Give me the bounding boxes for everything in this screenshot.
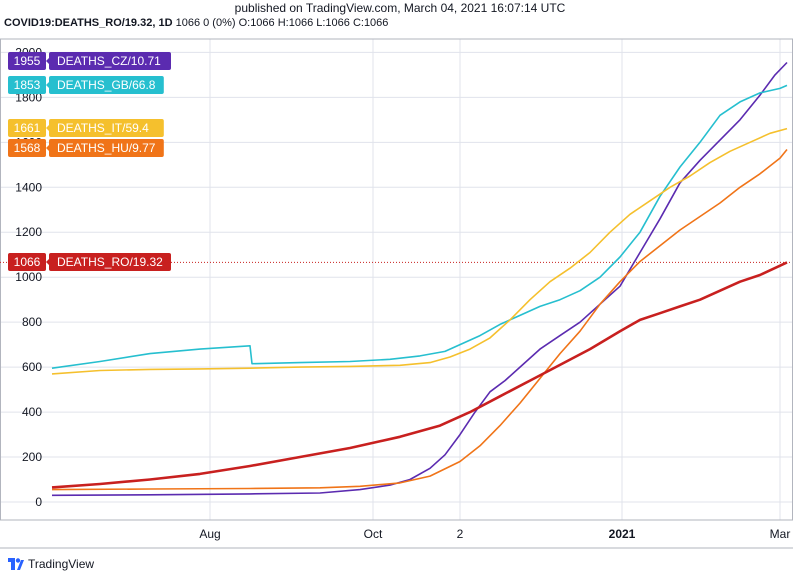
series-labels: 1955 DEATHS_CZ/10.71 1853 DEATHS_GB/66.8 166… (8, 52, 171, 271)
y-tick-label: 1000 (15, 270, 42, 284)
value-badge-text: 1661 (14, 121, 41, 135)
name-badge-arrow (46, 145, 49, 151)
x-tick-label: Mar (770, 527, 791, 541)
series-line-ro (51, 261, 788, 489)
name-badge-text: DEATHS_RO/19.32 (57, 255, 163, 269)
name-badge-arrow (46, 125, 49, 131)
value-badge-text: 1955 (14, 54, 41, 68)
series-line-gb (51, 84, 788, 369)
value-badge (8, 139, 46, 157)
published-caption: published on TradingView.com, March 04, … (234, 1, 566, 15)
series-line-hu (51, 148, 788, 491)
tradingview-footer[interactable]: TradingView (8, 557, 94, 571)
ticker-symbol: COVID19:DEATHS_RO/19.32, 1D (4, 17, 173, 29)
value-badge (8, 253, 46, 271)
x-tick-label: 2021 (609, 527, 636, 541)
name-badge-text: DEATHS_HU/9.77 (57, 141, 156, 155)
series-line-cz (51, 61, 788, 497)
x-tick-label: Oct (364, 527, 383, 541)
y-tick-label: 0 (35, 495, 42, 509)
y-tick-label: 1400 (15, 180, 42, 194)
y-tick-label: 1200 (15, 225, 42, 239)
y-tick-label: 600 (22, 360, 42, 374)
series-line-it (51, 127, 788, 375)
x-axis: Aug Oct 2 2021 Mar (199, 527, 790, 541)
value-badge (8, 52, 46, 70)
name-badge (49, 119, 164, 137)
tradingview-logo-icon (8, 558, 24, 570)
plot-border (0, 38, 793, 521)
name-badge-arrow (46, 259, 49, 265)
name-badge-arrow (46, 58, 49, 64)
value-badge-text: 1853 (14, 78, 41, 92)
series-label-ro: 1066 DEATHS_RO/19.32 (8, 253, 171, 271)
ticker-line: COVID19:DEATHS_RO/19.32, 1D 1066 0 (0%) … (4, 17, 388, 29)
value-badge (8, 119, 46, 137)
y-tick-label: 200 (22, 450, 42, 464)
name-badge-text: DEATHS_CZ/10.71 (57, 54, 161, 68)
series-label-cz: 1955 DEATHS_CZ/10.71 (8, 52, 171, 70)
grid (0, 39, 792, 520)
name-badge (49, 52, 171, 70)
tradingview-brand: TradingView (28, 557, 95, 571)
ticker-ohlc: 1066 0 (0%) O:1066 H:1066 L:1066 C:1066 (175, 17, 389, 29)
name-badge (49, 139, 164, 157)
value-badge-text: 1568 (14, 141, 41, 155)
chart-frame (0, 38, 793, 549)
value-badge (8, 76, 46, 94)
y-tick-label: 400 (22, 405, 42, 419)
series-label-hu: 1568 DEATHS_HU/9.77 (8, 139, 164, 157)
x-tick-label: Aug (199, 527, 220, 541)
name-badge (49, 253, 171, 271)
series-label-it: 1661 DEATHS_IT/59.4 (8, 119, 164, 137)
name-badge-arrow (46, 82, 49, 88)
name-badge (49, 76, 164, 94)
value-badge-text: 1066 (14, 255, 41, 269)
x-tick-label: 2 (457, 527, 464, 541)
name-badge-text: DEATHS_GB/66.8 (57, 78, 156, 92)
series-layer (0, 61, 792, 497)
name-badge-text: DEATHS_IT/59.4 (57, 121, 149, 135)
y-tick-label: 800 (22, 315, 42, 329)
series-label-gb: 1853 DEATHS_GB/66.8 (8, 76, 164, 94)
y-axis: 0200400600800100012001400160018002000 (15, 45, 42, 509)
